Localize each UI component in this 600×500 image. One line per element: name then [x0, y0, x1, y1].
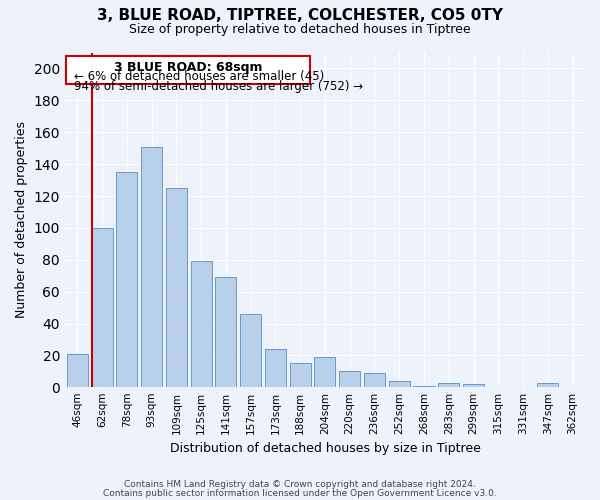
Bar	[215, 278, 236, 388]
Bar	[438, 382, 460, 388]
Text: Contains public sector information licensed under the Open Government Licence v3: Contains public sector information licen…	[103, 488, 497, 498]
Bar	[413, 386, 434, 388]
Bar	[290, 364, 311, 388]
Text: 94% of semi-detached houses are larger (752) →: 94% of semi-detached houses are larger (…	[74, 80, 363, 92]
Bar	[364, 373, 385, 388]
FancyBboxPatch shape	[66, 56, 310, 84]
Text: 3 BLUE ROAD: 68sqm: 3 BLUE ROAD: 68sqm	[114, 62, 262, 74]
Text: 3, BLUE ROAD, TIPTREE, COLCHESTER, CO5 0TY: 3, BLUE ROAD, TIPTREE, COLCHESTER, CO5 0…	[97, 8, 503, 22]
Bar	[166, 188, 187, 388]
Bar	[265, 349, 286, 388]
Bar	[240, 314, 261, 388]
Bar	[463, 384, 484, 388]
Text: Size of property relative to detached houses in Tiptree: Size of property relative to detached ho…	[129, 22, 471, 36]
Bar	[339, 372, 360, 388]
Bar	[67, 354, 88, 388]
Bar	[314, 357, 335, 388]
Bar	[389, 381, 410, 388]
X-axis label: Distribution of detached houses by size in Tiptree: Distribution of detached houses by size …	[170, 442, 481, 455]
Bar	[141, 146, 162, 388]
Bar	[538, 382, 559, 388]
Bar	[116, 172, 137, 388]
Y-axis label: Number of detached properties: Number of detached properties	[15, 122, 28, 318]
Text: ← 6% of detached houses are smaller (45): ← 6% of detached houses are smaller (45)	[74, 70, 324, 83]
Text: Contains HM Land Registry data © Crown copyright and database right 2024.: Contains HM Land Registry data © Crown c…	[124, 480, 476, 489]
Bar	[191, 262, 212, 388]
Bar	[92, 228, 113, 388]
